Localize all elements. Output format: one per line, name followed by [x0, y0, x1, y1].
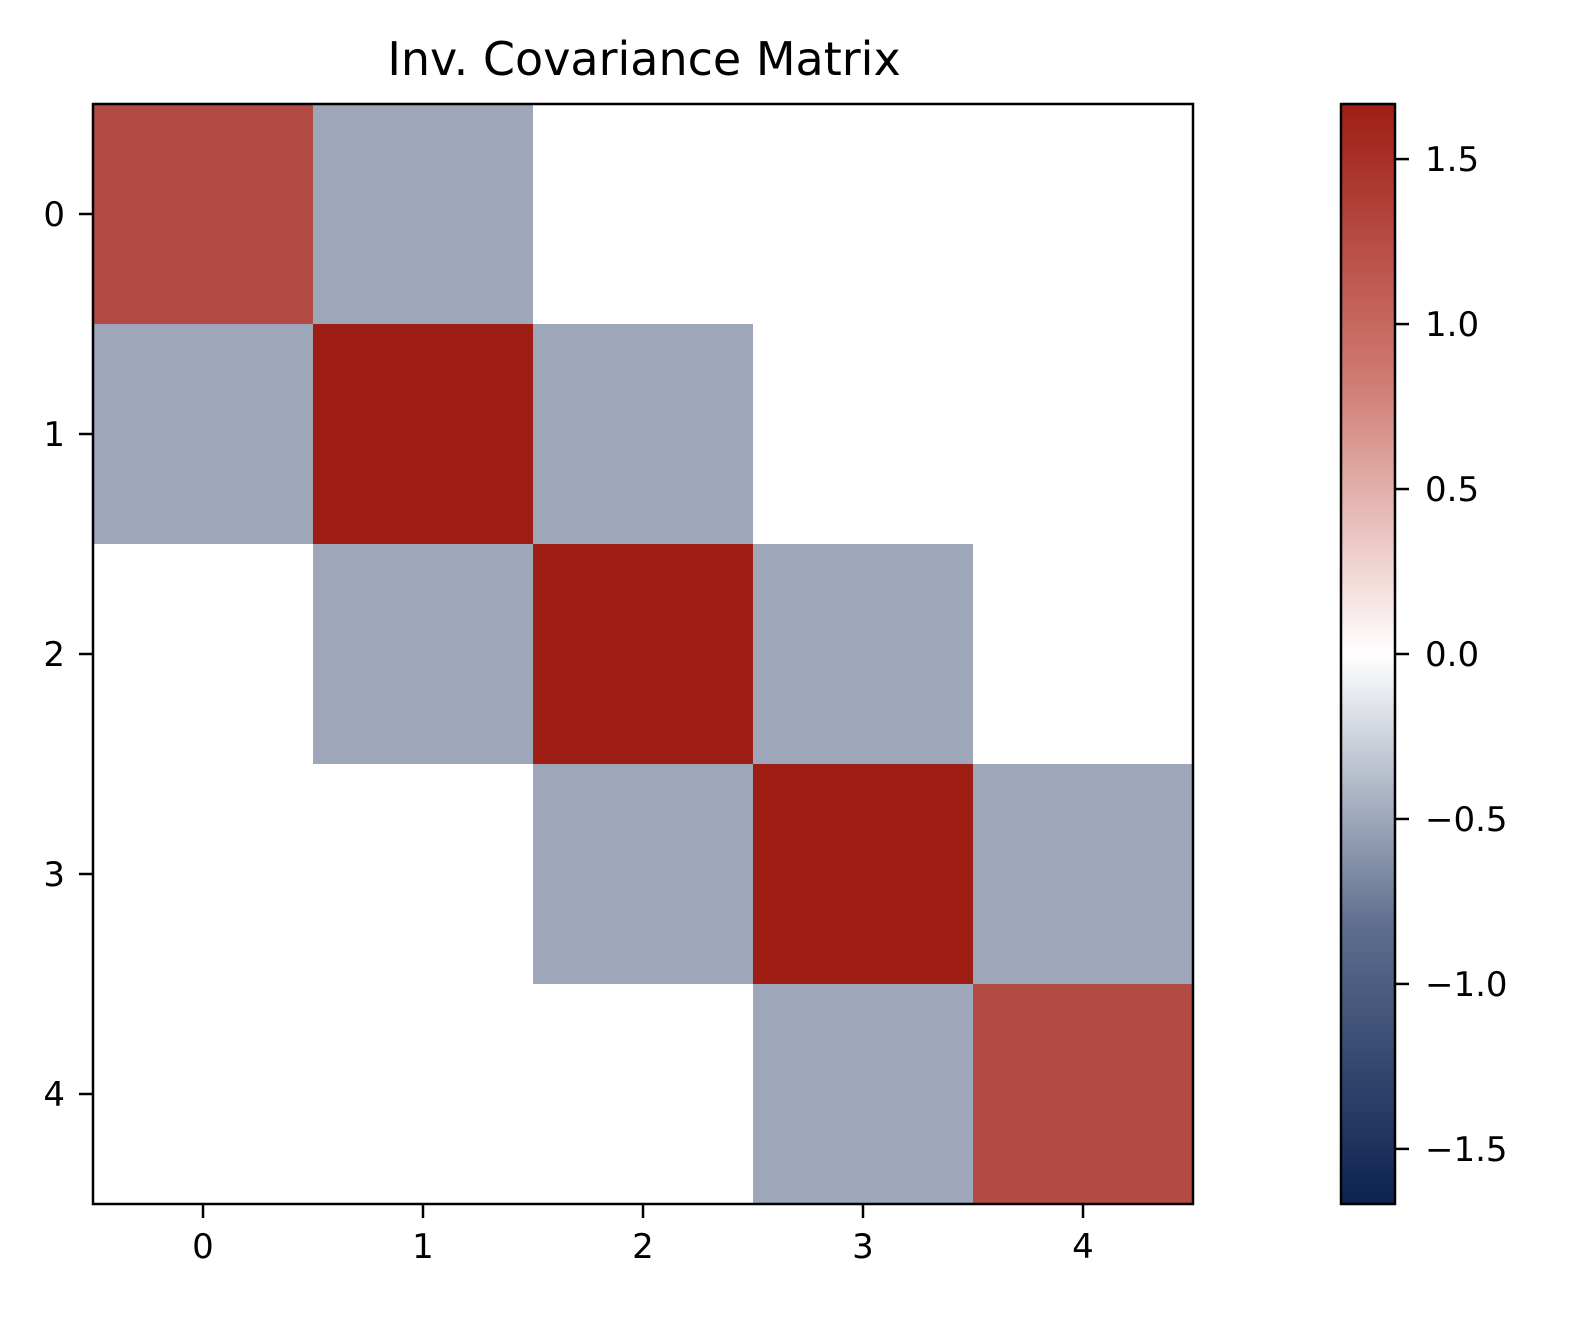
heatmap-cell-1-3 [753, 324, 974, 545]
colorbar-tick-label: −0.5 [1425, 800, 1508, 840]
x-axis: 0 1 2 3 4 [192, 1204, 1094, 1267]
heatmap-cell-3-2 [533, 764, 754, 985]
heatmap-cell-0-4 [973, 104, 1194, 325]
colorbar-axis: 1.5 1.0 0.5 0.0 −0.5 −1.0 −1.5 [1395, 140, 1508, 1170]
heatmap-cell-0-1 [313, 104, 534, 325]
x-tick-label: 4 [1072, 1227, 1094, 1267]
heatmap-cell-2-0 [93, 544, 314, 765]
heatmap-cells [93, 104, 1194, 1205]
heatmap-cell-3-1 [313, 764, 534, 985]
heatmap-cell-4-3 [753, 984, 974, 1205]
colorbar-tick-label: −1.5 [1425, 1130, 1508, 1170]
heatmap-cell-0-2 [533, 104, 754, 325]
colorbar-tick-label: −1.0 [1425, 965, 1508, 1005]
colorbar-tick-label: 1.5 [1425, 140, 1479, 180]
y-tick-label: 4 [43, 1075, 65, 1115]
x-tick-label: 1 [412, 1227, 434, 1267]
heatmap-cell-3-3 [753, 764, 974, 985]
y-tick-label: 3 [43, 855, 65, 895]
heatmap-cell-4-1 [313, 984, 534, 1205]
x-tick-label: 0 [192, 1227, 214, 1267]
heatmap-cell-4-2 [533, 984, 754, 1205]
heatmap-cell-1-2 [533, 324, 754, 545]
heatmap-cell-0-3 [753, 104, 974, 325]
y-axis: 0 1 2 3 4 [43, 195, 93, 1115]
colorbar-tick-label: 1.0 [1425, 305, 1479, 345]
heatmap-cell-1-4 [973, 324, 1194, 545]
heatmap-cell-0-0 [93, 104, 314, 325]
heatmap-cell-2-3 [753, 544, 974, 765]
heatmap-cell-1-0 [93, 324, 314, 545]
heatmap-cell-2-2 [533, 544, 754, 765]
x-tick-label: 3 [852, 1227, 874, 1267]
y-tick-label: 1 [43, 415, 65, 455]
x-tick-label: 2 [632, 1227, 654, 1267]
heatmap-cell-3-4 [973, 764, 1194, 985]
heatmap-cell-3-0 [93, 764, 314, 985]
y-tick-label: 2 [43, 635, 65, 675]
colorbar-tick-label: 0.5 [1425, 470, 1479, 510]
colorbar-tick-label: 0.0 [1425, 635, 1479, 675]
chart-title: Inv. Covariance Matrix [387, 32, 900, 86]
heatmap-cell-4-4 [973, 984, 1194, 1205]
heatmap-cell-1-1 [313, 324, 534, 545]
colorbar [1339, 102, 1397, 1206]
heatmap-cell-2-1 [313, 544, 534, 765]
heatmap-cell-4-0 [93, 984, 314, 1205]
y-tick-label: 0 [43, 195, 65, 235]
heatmap-cell-2-4 [973, 544, 1194, 765]
